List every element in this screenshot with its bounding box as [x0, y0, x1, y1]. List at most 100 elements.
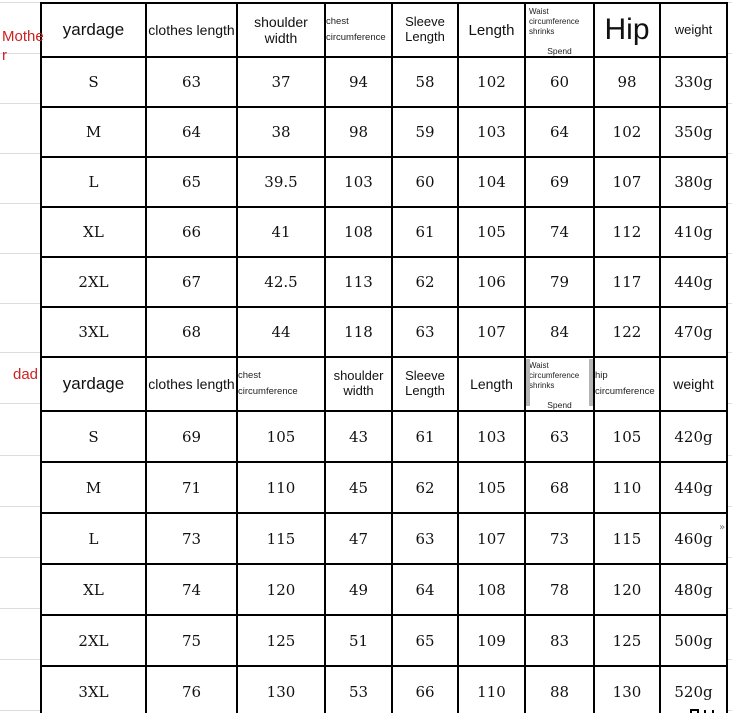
dad-size-row: L 73 115 47 63 107 73 115 460g — [40, 512, 728, 565]
size-value-cell: 39.5 — [236, 156, 326, 208]
size-value-cell: 110 — [593, 461, 661, 514]
size-value-cell: 64 — [391, 563, 459, 616]
size-value-cell: 105 — [593, 410, 661, 463]
waist-header-sub: Spend — [547, 400, 572, 410]
size-value-cell: 51 — [324, 614, 393, 667]
size-value-cell: 76 — [145, 665, 238, 713]
size-value-cell: 71 — [145, 461, 238, 514]
size-value-cell: 98 — [593, 56, 661, 108]
size-value-cell: 107 — [457, 306, 526, 358]
size-value-cell: 84 — [524, 306, 595, 358]
size-value-cell: 380g — [659, 156, 728, 208]
mother-size-row: 2XL 67 42.5 113 62 106 79 117 440g — [40, 256, 728, 308]
next-row-border-stub — [40, 710, 42, 713]
mother-header-row: yardage clothes length shoulder width chest… — [40, 2, 728, 58]
size-value-cell: XL — [40, 563, 147, 616]
size-value-cell: 75 — [145, 614, 238, 667]
size-value-cell: S — [40, 410, 147, 463]
size-value-cell: 42.5 — [236, 256, 326, 308]
size-value-cell: 98 — [324, 106, 393, 158]
size-value-cell: 60 — [524, 56, 595, 108]
size-value-cell: 63 — [524, 410, 595, 463]
size-value-cell: 440g — [659, 256, 728, 308]
mother-header-cell: Waist circumference shrinks Spend — [524, 2, 595, 58]
size-value-cell: 79 — [524, 256, 595, 308]
dad-header-cell: Sleeve Length — [391, 356, 459, 412]
size-value-cell: 470g — [659, 306, 728, 358]
size-value-cell: 68 — [145, 306, 238, 358]
mother-header-cell: Sleeve Length — [391, 2, 459, 58]
mother-header-cell: clothes length — [145, 2, 238, 58]
size-value-cell: 122 — [593, 306, 661, 358]
header-label: chest circumference — [238, 369, 298, 397]
size-value-cell: 520g — [659, 665, 728, 713]
dad-header-cell: Waist circumference shrinks Spend — [524, 356, 595, 412]
size-value-cell: 440g — [659, 461, 728, 514]
size-value-cell: 61 — [391, 206, 459, 258]
dad-size-row: XL 74 120 49 64 108 78 120 480g — [40, 563, 728, 616]
size-value-cell: M — [40, 461, 147, 514]
dad-header-cell: yardage — [40, 356, 147, 412]
size-value-cell: 78 — [524, 563, 595, 616]
dad-header-row: yardage clothes length chest circumference… — [40, 356, 728, 412]
mother-header-cell: weight — [659, 2, 728, 58]
next-row-border-stub — [659, 710, 661, 713]
size-value-cell: 53 — [324, 665, 393, 713]
size-value-cell: XL — [40, 206, 147, 258]
fragment-tick-icon — [712, 710, 714, 713]
size-value-cell: 113 — [324, 256, 393, 308]
mother-header-cell: Hip — [593, 2, 661, 58]
dad-size-row: M 71 110 45 62 105 68 110 440g — [40, 461, 728, 514]
size-value-cell: 117 — [593, 256, 661, 308]
size-value-cell: 480g — [659, 563, 728, 616]
fragment-tick-icon — [704, 710, 706, 713]
size-value-cell: 83 — [524, 614, 595, 667]
dad-size-row: 3XL 76 130 53 66 110 88 130 520g — [40, 665, 728, 713]
size-value-cell: 45 — [324, 461, 393, 514]
dad-header-cell: Length — [457, 356, 526, 412]
dad-header-cell: clothes length — [145, 356, 238, 412]
size-value-cell: 115 — [236, 512, 326, 565]
size-value-cell: 350g — [659, 106, 728, 158]
selection-bar — [589, 359, 592, 406]
size-value-cell: 115 — [593, 512, 661, 565]
dad-header-cell: weight — [659, 356, 728, 412]
selection-bar — [527, 359, 530, 406]
size-value-cell: 67 — [145, 256, 238, 308]
size-value-cell: 110 — [236, 461, 326, 514]
cursor-artifact-icon: » — [719, 522, 726, 533]
size-value-cell: 64 — [524, 106, 595, 158]
size-value-cell: 106 — [457, 256, 526, 308]
size-value-cell: 108 — [324, 206, 393, 258]
size-value-cell: 105 — [457, 461, 526, 514]
mother-size-row: S 63 37 94 58 102 60 98 330g — [40, 56, 728, 108]
dad-size-row: S 69 105 43 61 103 63 105 420g — [40, 410, 728, 463]
dad-header-cell: chest circumference — [236, 356, 326, 412]
mother-size-row: M 64 38 98 59 103 64 102 350g — [40, 106, 728, 158]
next-row-border-stub — [524, 710, 526, 713]
size-value-cell: 118 — [324, 306, 393, 358]
size-value-cell: 420g — [659, 410, 728, 463]
fragment-square-icon — [690, 709, 699, 713]
size-value-cell: 105 — [236, 410, 326, 463]
mother-size-row: XL 66 41 108 61 105 74 112 410g — [40, 206, 728, 258]
size-value-cell: 3XL — [40, 665, 147, 713]
size-value-cell: 59 — [391, 106, 459, 158]
size-value-cell: 102 — [593, 106, 661, 158]
size-value-cell: M — [40, 106, 147, 158]
size-value-cell: 62 — [391, 461, 459, 514]
mother-header-cell: Length — [457, 2, 526, 58]
size-value-cell: 107 — [593, 156, 661, 208]
size-value-cell: 103 — [324, 156, 393, 208]
size-value-cell: 61 — [391, 410, 459, 463]
mother-table-label: Mother — [2, 28, 44, 64]
size-value-cell: 3XL — [40, 306, 147, 358]
size-value-cell: 66 — [145, 206, 238, 258]
size-value-cell: 104 — [457, 156, 526, 208]
mother-header-cell: shoulder width — [236, 2, 326, 58]
size-value-cell: 37 — [236, 56, 326, 108]
waist-header-main: Waist circumference shrinks — [529, 361, 580, 390]
dad-header-cell: hip circumference — [593, 356, 661, 412]
size-value-cell: 108 — [457, 563, 526, 616]
size-value-cell: 130 — [236, 665, 326, 713]
